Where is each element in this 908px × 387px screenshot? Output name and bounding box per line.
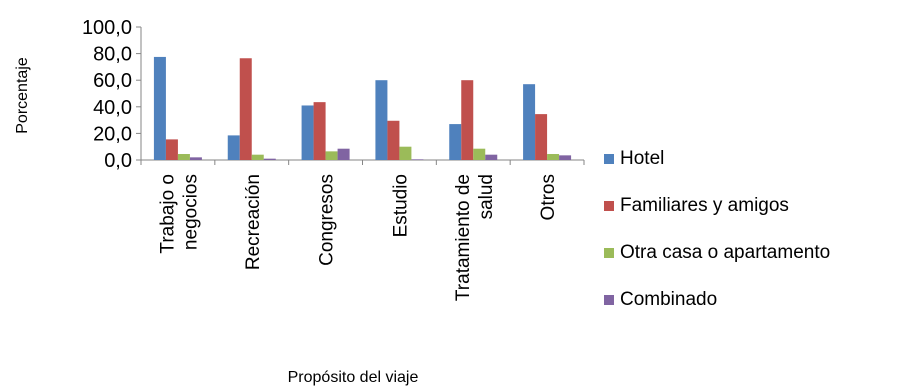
bar-otra-casa-o-apartamento: [251, 154, 264, 160]
x-tick-label-line: negocios: [180, 174, 201, 250]
legend-item: Familiares y amigos: [604, 194, 789, 218]
bar-hotel: [301, 105, 314, 160]
legend-swatch: [604, 154, 614, 164]
bar-familiares-y-amigos: [461, 80, 474, 160]
bar-otra-casa-o-apartamento: [399, 146, 412, 160]
legend-item: Hotel: [604, 147, 664, 171]
x-axis-title: Propósito del viaje: [288, 369, 419, 386]
y-tick-label: 20,0: [93, 123, 132, 145]
legend-label: Otra casa o apartamento: [620, 242, 831, 263]
bar-combinado: [411, 159, 424, 160]
bar-otra-casa-o-apartamento: [177, 154, 190, 160]
x-tick-label: Otros: [538, 174, 559, 220]
x-tick-label-line: Recreación: [243, 174, 264, 270]
x-tick-label-line: Congresos: [317, 174, 338, 266]
bar-hotel: [523, 84, 536, 160]
legend-label: Combinado: [620, 289, 718, 310]
legend-swatch: [604, 248, 614, 258]
legend-label: Hotel: [620, 148, 665, 169]
x-tick-label: Recreación: [243, 174, 264, 270]
bar-hotel: [449, 124, 462, 160]
bar-combinado: [559, 155, 572, 160]
y-tick-label: 100,0: [82, 17, 132, 39]
x-tick-label: Trabajo o negocios: [157, 174, 201, 254]
bar-otra-casa-o-apartamento: [325, 151, 338, 160]
legend-item: Otra casa o apartamento: [604, 241, 830, 265]
y-axis-title: Porcentaje: [14, 57, 31, 134]
y-tick-label: 60,0: [93, 70, 132, 92]
x-tick-label-line: Estudio: [390, 174, 411, 237]
x-tick-label-line: Tratamiento de: [453, 174, 474, 301]
bar-combinado: [337, 148, 350, 160]
legend-swatch: [604, 201, 614, 211]
y-tick-label: 0,0: [104, 150, 132, 172]
bar-familiares-y-amigos: [165, 139, 178, 160]
bar-otra-casa-o-apartamento: [547, 154, 560, 160]
legend-item: Combinado: [604, 288, 717, 312]
x-tick-label: Estudio: [390, 174, 411, 237]
bar-hotel: [375, 80, 388, 160]
bar-otra-casa-o-apartamento: [473, 148, 486, 160]
bar-familiares-y-amigos: [387, 120, 400, 160]
bar-hotel: [227, 135, 240, 160]
legend-label: Familiares y amigos: [620, 195, 789, 216]
bar-familiares-y-amigos: [313, 102, 326, 160]
bar-combinado: [263, 158, 276, 160]
legend-swatch: [604, 295, 614, 305]
bar-hotel: [153, 56, 166, 160]
bar-familiares-y-amigos: [535, 114, 548, 160]
bar-combinado: [485, 154, 498, 160]
x-tick-label: Tratamiento de salud: [453, 174, 497, 301]
bar-combinado: [189, 157, 202, 160]
x-tick-label-line: Trabajo o: [157, 174, 178, 254]
x-tick-label: Congresos: [317, 174, 338, 266]
x-tick-label-line: Otros: [538, 174, 559, 220]
y-tick-label: 40,0: [93, 97, 132, 119]
bar-familiares-y-amigos: [239, 58, 252, 160]
x-tick-label-line: salud: [476, 174, 497, 219]
y-tick-label: 80,0: [93, 44, 132, 66]
